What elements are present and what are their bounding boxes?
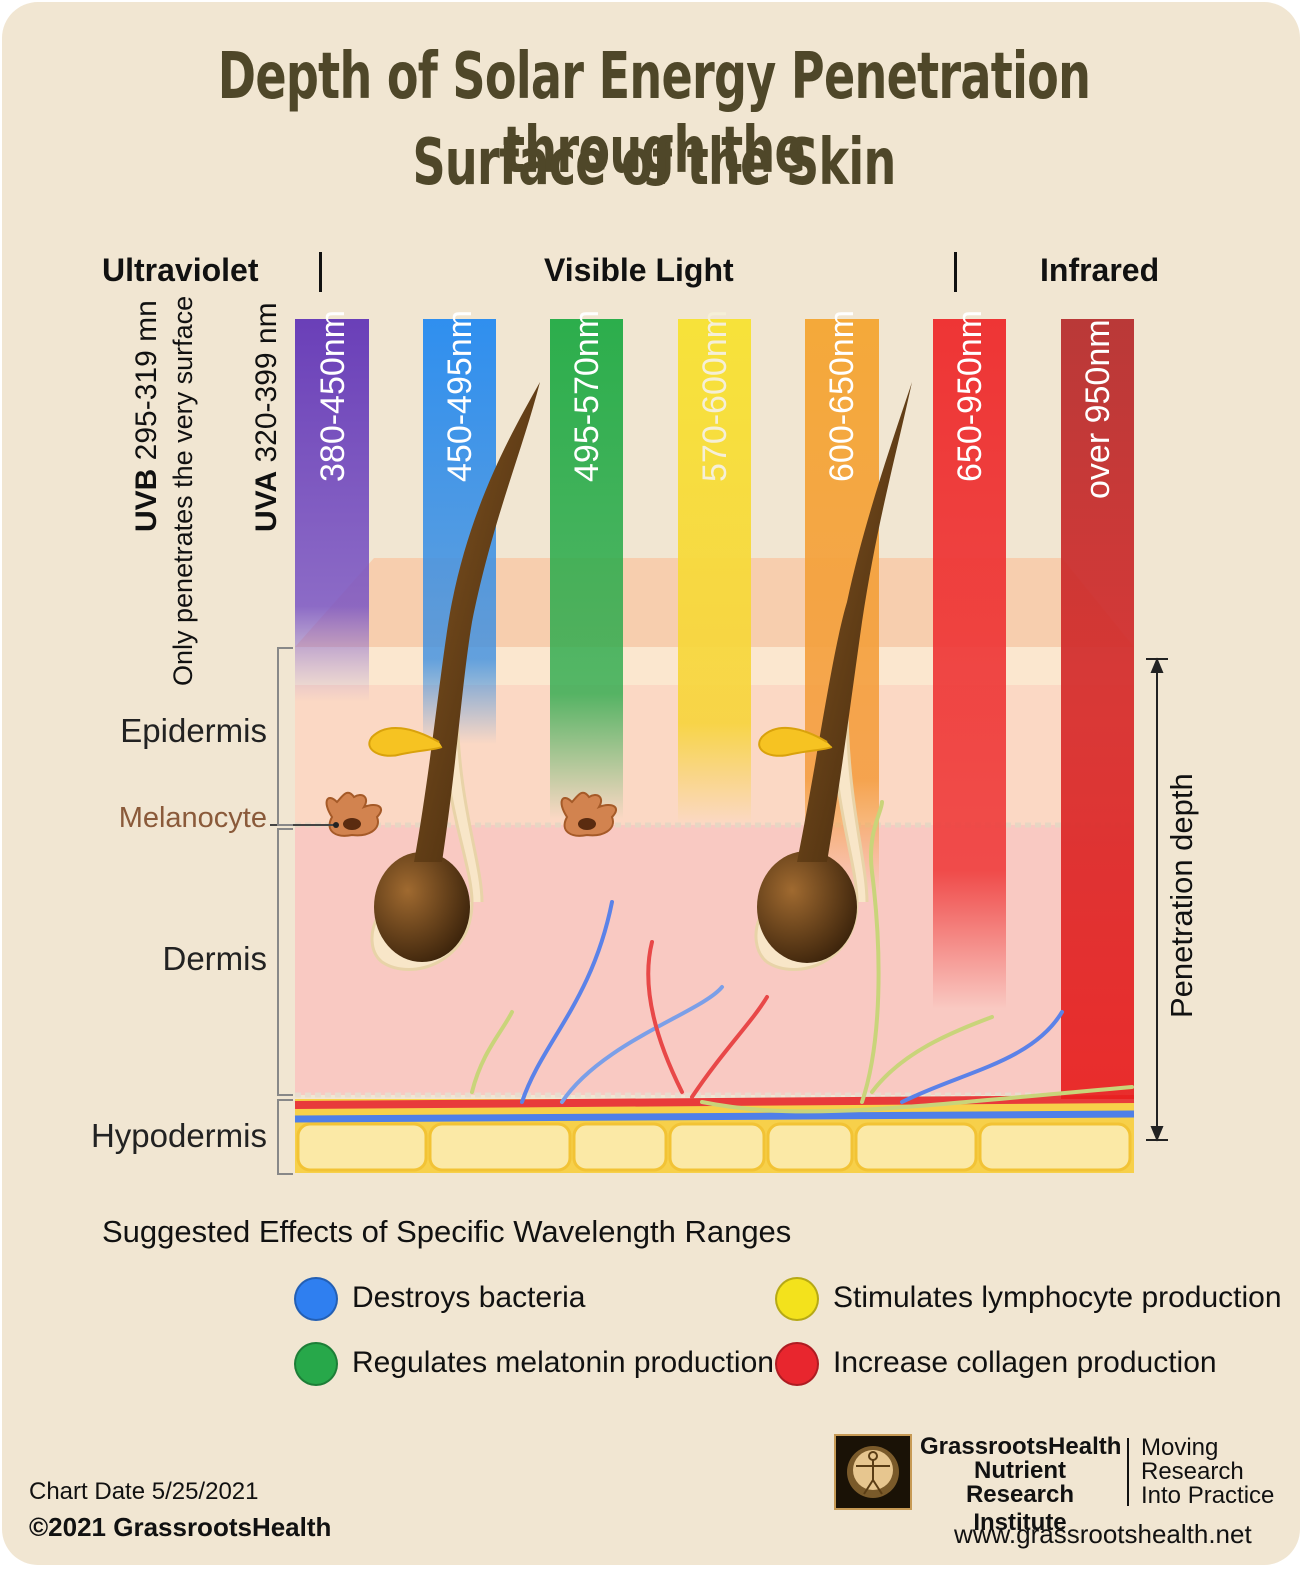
band-380-450 (295, 319, 369, 702)
fat-cells (296, 1122, 1132, 1172)
dermis-brace (277, 828, 293, 1096)
legend-dot-blue (294, 1277, 338, 1321)
band-over-950 (1061, 319, 1134, 1099)
band-label: 650-950nm (951, 309, 989, 482)
chart-date: Chart Date 5/25/2021 (29, 1478, 259, 1505)
tagline-line-1: Moving (1141, 1434, 1219, 1461)
footer-divider (1127, 1438, 1129, 1506)
band-label: 600-650nm (823, 309, 861, 482)
org-name-line-3: Research Institute (965, 1481, 1075, 1536)
band-570-600 (678, 319, 751, 824)
melanocyte-cell-2 (560, 791, 618, 837)
vessels (470, 800, 1134, 1114)
band-label: over 950nm (1079, 319, 1117, 499)
penetration-depth-arrow (1146, 657, 1168, 1142)
legend-dot-green (294, 1342, 338, 1386)
band-650-950 (933, 319, 1006, 1009)
website-link[interactable]: www.grassrootshealth.net (954, 1519, 1252, 1549)
melanocyte-label: Melanocyte (118, 802, 267, 834)
legend-item-label: Stimulates lymphocyte production (833, 1281, 1282, 1314)
tagline-line-2: Research (1141, 1458, 1244, 1485)
legend-title: Suggested Effects of Specific Wavelength… (102, 1214, 792, 1249)
hypodermis-brace (277, 1099, 293, 1175)
vitruvian-logo (834, 1434, 912, 1510)
penetration-depth-label: Penetration depth (1164, 773, 1199, 1018)
epidermis-brace (277, 647, 293, 826)
tagline-line-3: Into Practice (1141, 1482, 1275, 1509)
band-label: 495-570nm (568, 309, 606, 482)
copyright: ©2021 GrassrootsHealth (29, 1512, 332, 1542)
vitruvian-logo-icon (847, 1446, 899, 1498)
legend-item-label: Destroys bacteria (352, 1281, 586, 1314)
hypodermis-label: Hypodermis (90, 1117, 267, 1154)
epidermis-label: Epidermis (120, 712, 267, 749)
band-label: 570-600nm (696, 309, 734, 482)
category-divider (954, 252, 957, 292)
legend-item-label: Increase collagen production (833, 1346, 1217, 1379)
vein (294, 1110, 1135, 1123)
legend-dot-red (775, 1342, 819, 1386)
hair-follicle-right (754, 382, 912, 971)
legend-dot-yellow (775, 1277, 819, 1321)
hair-follicle-left (368, 382, 540, 971)
title-line-2: Surface of the Skin (412, 126, 896, 200)
title-line-1: Depth of Solar Energy Penetration throug… (217, 40, 1091, 188)
category-ultraviolet: Ultraviolet (102, 252, 259, 288)
dermis-label: Dermis (162, 940, 268, 977)
band-label: 380-450nm (314, 309, 352, 482)
category-visible-light: Visible Light (544, 252, 734, 288)
category-divider (319, 252, 322, 292)
band-label: 450-495nm (441, 309, 479, 482)
legend-item-label: Regulates melatonin production (352, 1346, 774, 1379)
category-infrared: Infrared (1040, 252, 1160, 288)
band-495-570 (550, 319, 623, 819)
org-name-line-1: GrassrootsHealth (920, 1433, 1122, 1460)
org-name-line-2: Nutrient (974, 1457, 1066, 1484)
melanocyte-cell-1 (325, 791, 383, 837)
